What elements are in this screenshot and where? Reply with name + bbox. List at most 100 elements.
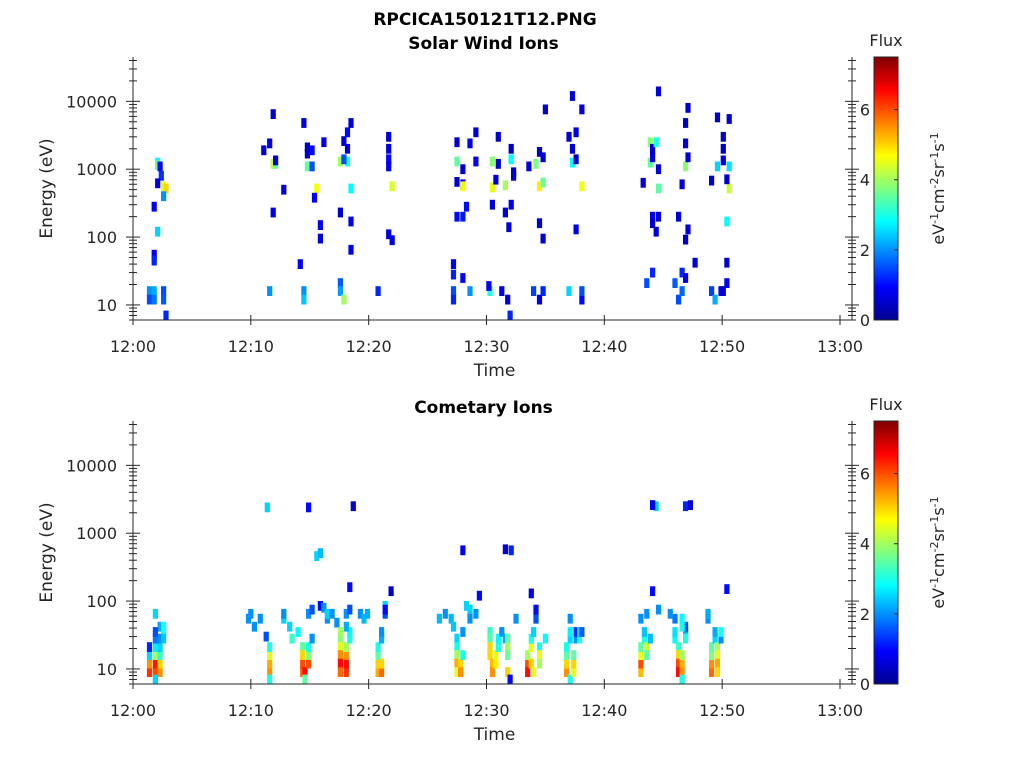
heatmap-cell bbox=[337, 627, 343, 637]
heatmap-cell bbox=[579, 286, 585, 296]
heatmap-cell bbox=[467, 286, 473, 296]
heatmap-cell bbox=[533, 604, 539, 615]
heatmap-cell bbox=[579, 104, 585, 115]
heatmap-cell bbox=[525, 667, 531, 677]
heatmap-cell bbox=[454, 642, 460, 652]
heatmap-cell bbox=[638, 667, 644, 677]
heatmap-cell bbox=[573, 633, 579, 644]
heatmap-cell bbox=[267, 650, 273, 660]
heatmap-cell bbox=[152, 658, 158, 669]
heatmap-cell bbox=[676, 650, 682, 660]
heatmap-cell bbox=[454, 650, 460, 660]
heatmap-cell bbox=[653, 501, 659, 512]
heatmap-cell bbox=[270, 109, 276, 119]
heatmap-cell bbox=[448, 613, 454, 624]
panels: 12:00 12:10 12:20 12:30 12:40 12:50 13:00 Time 1… bbox=[37, 31, 948, 745]
heatmap-cell bbox=[718, 633, 724, 644]
heatmap-cell bbox=[683, 234, 689, 245]
heatmap-cell bbox=[687, 500, 693, 510]
heatmap-cell bbox=[304, 142, 310, 153]
heatmap-cell bbox=[536, 147, 543, 157]
heatmap-cell bbox=[679, 286, 685, 296]
heatmap-cell bbox=[264, 502, 270, 513]
heatmap-cell bbox=[683, 273, 689, 283]
heatmap-cell bbox=[152, 627, 158, 637]
heatmap-cell bbox=[579, 294, 585, 305]
heatmap-cell bbox=[454, 667, 460, 677]
heatmap-cell bbox=[536, 181, 543, 192]
heatmap-cell bbox=[505, 667, 511, 677]
heatmap-cell bbox=[379, 627, 385, 637]
heatmap-cell bbox=[638, 642, 644, 652]
heatmap-cell bbox=[155, 178, 161, 189]
heatmap-cell bbox=[460, 650, 466, 660]
heatmap-cell bbox=[650, 267, 656, 278]
heatmap-cell bbox=[386, 161, 392, 172]
heatmap-cell bbox=[337, 642, 343, 652]
heatmap-cell bbox=[714, 667, 721, 677]
panel-2: 12:00 12:10 12:20 12:30 12:40 12:50 13:00 Time 1… bbox=[37, 395, 948, 745]
heatmap-cell bbox=[146, 642, 153, 652]
heatmap-cell bbox=[304, 161, 310, 172]
heatmap-cell bbox=[450, 269, 457, 280]
heatmap-cell bbox=[324, 608, 330, 619]
heatmap-cell bbox=[499, 286, 505, 296]
heatmap-cell bbox=[676, 294, 682, 305]
heatmap-cell bbox=[458, 658, 464, 669]
heatmap-cell bbox=[705, 608, 711, 619]
heatmap-cell bbox=[337, 658, 343, 669]
heatmap-cell bbox=[655, 86, 662, 97]
heatmap-cell bbox=[460, 211, 466, 222]
colorbar-units-part: -2 bbox=[928, 542, 941, 553]
heatmap-cell bbox=[672, 627, 678, 637]
colorbar-units-part: s bbox=[929, 507, 948, 515]
heatmap-cell bbox=[267, 138, 273, 149]
heatmap-cell bbox=[533, 613, 539, 624]
heatmap-cell bbox=[487, 627, 493, 637]
heatmap-cell bbox=[157, 633, 163, 644]
heatmap-cell bbox=[317, 233, 323, 244]
heatmap-cell bbox=[641, 627, 647, 637]
heatmap-cell bbox=[683, 501, 689, 512]
colorbar-units-label: eV-1cm-2sr-1s-1 bbox=[928, 496, 949, 608]
y-tick-label: 100 bbox=[86, 228, 117, 247]
heatmap-cell bbox=[542, 104, 548, 115]
heatmap-cell bbox=[454, 177, 460, 187]
heatmap-cell bbox=[714, 642, 721, 652]
x-tick-label: 13:00 bbox=[817, 701, 863, 720]
heatmap-cell bbox=[321, 137, 327, 148]
heatmap-cell bbox=[454, 137, 460, 148]
heatmap-cell bbox=[577, 633, 583, 644]
heatmap-cell bbox=[161, 294, 167, 305]
heatmap-cell bbox=[507, 310, 513, 321]
heatmap-cell bbox=[526, 161, 532, 172]
heatmap-cell bbox=[486, 281, 492, 291]
heatmap-cell bbox=[317, 601, 323, 611]
heatmap-cell bbox=[720, 155, 726, 166]
heatmap-cell bbox=[573, 224, 579, 235]
colorbar-tick-label: 4 bbox=[860, 535, 870, 554]
y-axis-label: Energy (eV) bbox=[37, 502, 57, 602]
heatmap-cell bbox=[536, 650, 543, 660]
heatmap-cell bbox=[152, 667, 158, 677]
heatmap-cell bbox=[487, 650, 493, 660]
heatmap-cell bbox=[564, 642, 570, 652]
heatmap-cell bbox=[536, 294, 543, 305]
heatmap-cell bbox=[672, 613, 678, 624]
heatmap-cell bbox=[382, 604, 388, 615]
heatmap-cell bbox=[341, 154, 347, 165]
heatmap-cell bbox=[655, 211, 662, 222]
heatmap-cell bbox=[300, 642, 306, 652]
heatmap-cell bbox=[361, 613, 367, 624]
heatmap-cell bbox=[679, 179, 685, 190]
heatmap-cell bbox=[161, 633, 167, 644]
heatmap-cell bbox=[146, 650, 153, 660]
heatmap-cell bbox=[531, 286, 537, 296]
heatmap-cell bbox=[644, 650, 650, 660]
colorbar-units-part: -1 bbox=[928, 577, 941, 588]
heatmap-cell bbox=[337, 633, 343, 644]
colorbar-title: Flux bbox=[869, 31, 902, 50]
x-tick-label: 12:10 bbox=[228, 337, 274, 356]
heatmap-cell bbox=[685, 152, 691, 163]
